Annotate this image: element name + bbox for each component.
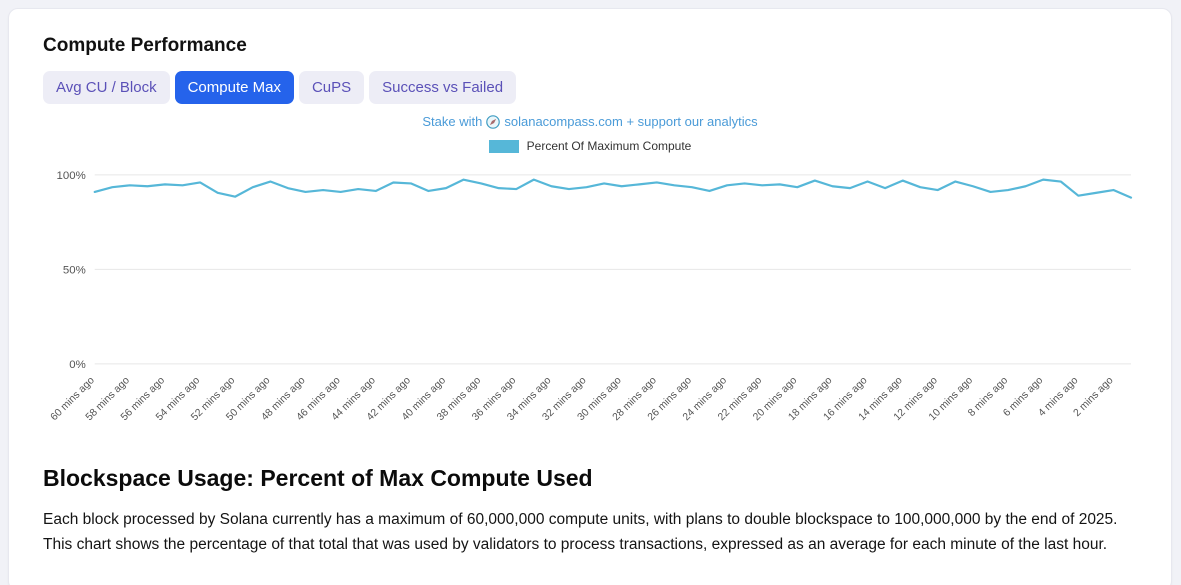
legend-swatch (488, 139, 519, 153)
tab-compute-max[interactable]: Compute Max (174, 71, 294, 104)
stake-link[interactable]: Stake with solanacompass.com + support o… (422, 114, 757, 129)
section-heading: Blockspace Usage: Percent of Max Compute… (43, 465, 593, 492)
page-title: Compute Performance (43, 35, 247, 56)
tab-bar: Avg CU / Block Compute Max CuPS Success … (43, 71, 1137, 104)
stake-link-prefix: Stake with (422, 114, 483, 129)
tab-avg-cu-block[interactable]: Avg CU / Block (43, 71, 170, 104)
section-description: Each block processed by Solana currently… (43, 511, 1118, 554)
compass-icon (486, 114, 501, 129)
svg-text:100%: 100% (57, 170, 86, 182)
chart-canvas[interactable]: 0% 50% 100% 60 mins ago 58 mins ago 56 mins a… (43, 159, 1137, 459)
stake-promo-line: Stake with solanacompass.com + support o… (43, 114, 1137, 129)
legend-label: Percent Of Maximum Compute (526, 139, 692, 153)
svg-text:50%: 50% (63, 264, 86, 276)
compute-performance-card: Compute Performance Avg CU / Block Compu… (8, 8, 1172, 585)
svg-text:0%: 0% (69, 359, 86, 371)
tab-cups[interactable]: CuPS (298, 71, 365, 104)
stake-link-suffix: solanacompass.com + support our analytic… (504, 114, 758, 129)
tab-success-vs-failed[interactable]: Success vs Failed (369, 71, 517, 104)
chart-legend[interactable]: Percent Of Maximum Compute (43, 139, 1137, 153)
